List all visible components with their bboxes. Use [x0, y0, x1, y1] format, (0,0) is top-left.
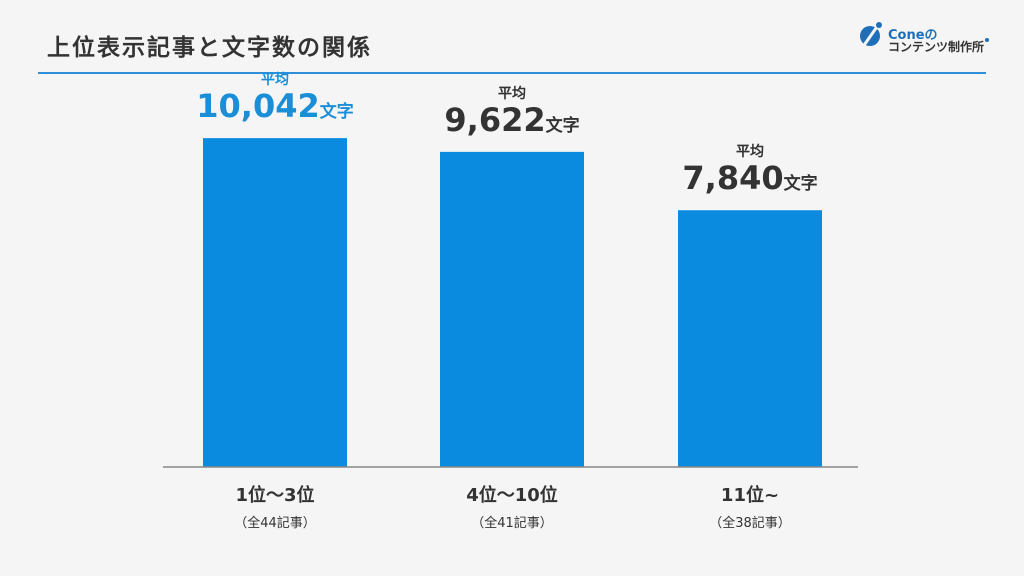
value-line: 9,622文字 — [412, 102, 612, 138]
logo-accent-dot-icon — [985, 38, 990, 42]
value-number: 9,622 — [444, 100, 546, 139]
page-title: 上位表示記事と文字数の関係 — [47, 35, 372, 61]
brand-logo: Coneの コンテンツ制作所 — [860, 22, 990, 58]
category-label-3: 11位~ — [720, 485, 780, 506]
value-label-3: 平均 7,840文字 — [650, 144, 850, 196]
value-unit: 文字 — [545, 115, 580, 136]
bar-3 — [678, 210, 822, 468]
value-label-2: 平均 9,622文字 — [412, 86, 612, 138]
title-divider — [38, 72, 986, 74]
logo-mark-icon — [860, 26, 880, 46]
logo-subtitle: コンテンツ制作所 — [888, 38, 990, 55]
bar-1 — [203, 138, 347, 467]
value-prefix: 平均 — [261, 72, 289, 89]
value-prefix: 平均 — [736, 144, 764, 161]
value-number: 7,840 — [682, 159, 784, 198]
category-sublabel-3: （全38記事） — [709, 516, 791, 531]
logo-brand: Coneの — [888, 28, 938, 43]
category-label-1: 1位〜3位 — [235, 485, 315, 506]
value-line: 7,840文字 — [650, 160, 850, 196]
logo-dot-icon — [876, 22, 882, 28]
category-label-2: 4位〜10位 — [466, 485, 558, 506]
value-label-1: 平均 10,042文字 — [175, 72, 375, 124]
logo-subtitle-text: コンテンツ制作所 — [888, 40, 985, 54]
bar-2 — [440, 151, 584, 467]
value-line: 10,042文字 — [175, 88, 375, 124]
value-number: 10,042 — [196, 87, 320, 126]
category-sublabel-2: （全41記事） — [471, 516, 553, 531]
category-sublabel-1: （全44記事） — [234, 516, 316, 531]
value-unit: 文字 — [783, 174, 818, 195]
value-prefix: 平均 — [498, 85, 526, 102]
value-unit: 文字 — [319, 102, 354, 123]
